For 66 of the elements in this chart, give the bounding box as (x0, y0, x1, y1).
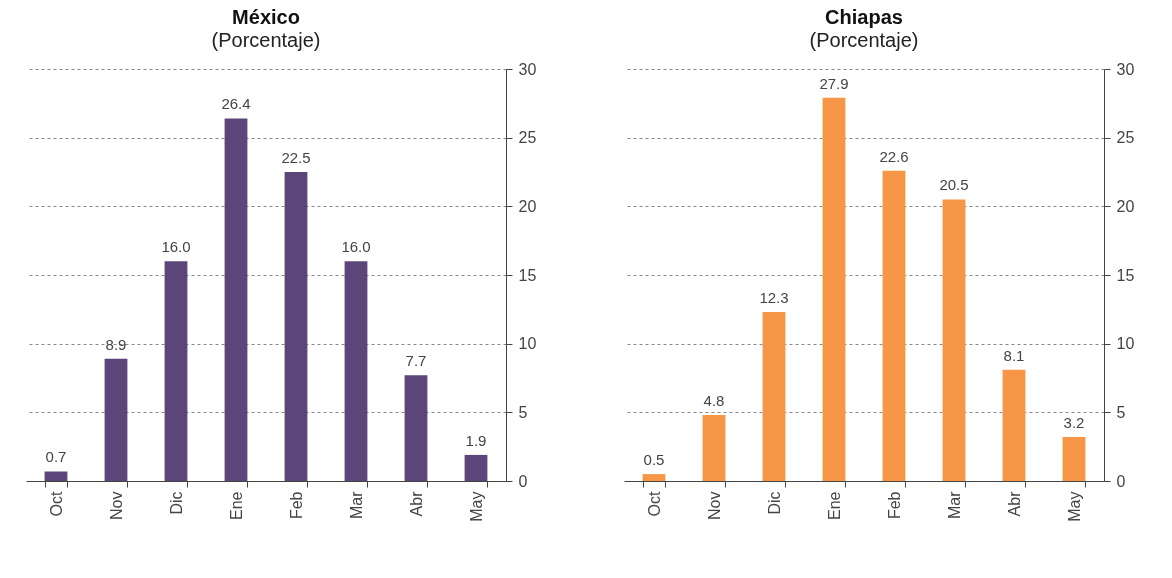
y-tick-label: 0 (1116, 472, 1126, 490)
bar (344, 261, 368, 481)
y-tick-label: 20 (518, 197, 537, 215)
bar (104, 358, 128, 481)
chart-title: México (232, 6, 300, 28)
data-label: 26.4 (221, 95, 251, 113)
data-label: 7.7 (405, 352, 427, 370)
chart-title: Chiapas (825, 6, 903, 28)
x-tick-label: Feb (885, 491, 903, 520)
bar (164, 261, 188, 481)
bar (702, 415, 726, 481)
y-tick-label: 25 (1116, 129, 1135, 147)
bar (464, 454, 488, 481)
bar (942, 199, 966, 481)
data-label: 1.9 (465, 431, 487, 449)
data-label: 0.7 (45, 448, 67, 466)
x-tick-label: Mar (347, 490, 365, 520)
x-tick-label: Oct (47, 490, 65, 517)
data-label: 16.0 (161, 238, 191, 256)
y-tick-label: 0 (518, 472, 528, 490)
y-tick-label: 15 (518, 266, 537, 284)
data-label: 4.8 (703, 392, 725, 410)
data-label: 22.6 (879, 147, 909, 165)
x-tick-label: May (1065, 491, 1083, 522)
x-tick-label: Nov (107, 491, 125, 520)
bar (642, 474, 666, 481)
y-tick-label: 5 (1116, 403, 1126, 421)
y-tick-label: 10 (1116, 335, 1135, 353)
y-tick-label: 10 (518, 335, 537, 353)
bar (822, 97, 846, 481)
bar (284, 172, 308, 481)
y-tick-label: 30 (1116, 60, 1135, 78)
x-tick-label: Abr (1005, 490, 1023, 517)
data-label: 20.5 (939, 176, 969, 194)
x-tick-label: Mar (945, 490, 963, 520)
bar (44, 471, 68, 481)
bar (404, 375, 428, 481)
data-label: 22.5 (281, 149, 311, 166)
data-label: 0.5 (643, 451, 665, 469)
bar (882, 170, 906, 481)
bar (224, 118, 248, 481)
chart-subtitle: (Porcentaje) (809, 29, 919, 51)
data-label: 16.0 (341, 238, 371, 256)
x-tick-label: Abr (407, 490, 425, 517)
y-tick-label: 30 (518, 60, 537, 78)
x-tick-label: Ene (825, 491, 843, 520)
x-tick-label: Oct (645, 490, 663, 517)
bar (762, 312, 786, 481)
x-tick-label: Dic (765, 491, 783, 515)
chart-subtitle: (Porcentaje) (211, 29, 321, 51)
bar (1002, 369, 1026, 481)
y-tick-label: 15 (1116, 266, 1135, 284)
y-tick-label: 25 (518, 129, 537, 147)
data-label: 27.9 (819, 74, 849, 92)
y-tick-label: 5 (518, 403, 528, 421)
x-tick-label: May (467, 491, 485, 522)
x-tick-label: Feb (287, 491, 305, 520)
data-label: 12.3 (759, 289, 789, 307)
x-tick-label: Dic (167, 491, 185, 515)
x-tick-label: Nov (705, 491, 723, 520)
y-tick-label: 20 (1116, 197, 1135, 215)
data-label: 8.1 (1003, 346, 1025, 364)
x-tick-label: Ene (227, 491, 245, 520)
data-label: 8.9 (105, 335, 127, 353)
bar (1062, 437, 1086, 481)
data-label: 3.2 (1063, 414, 1085, 432)
